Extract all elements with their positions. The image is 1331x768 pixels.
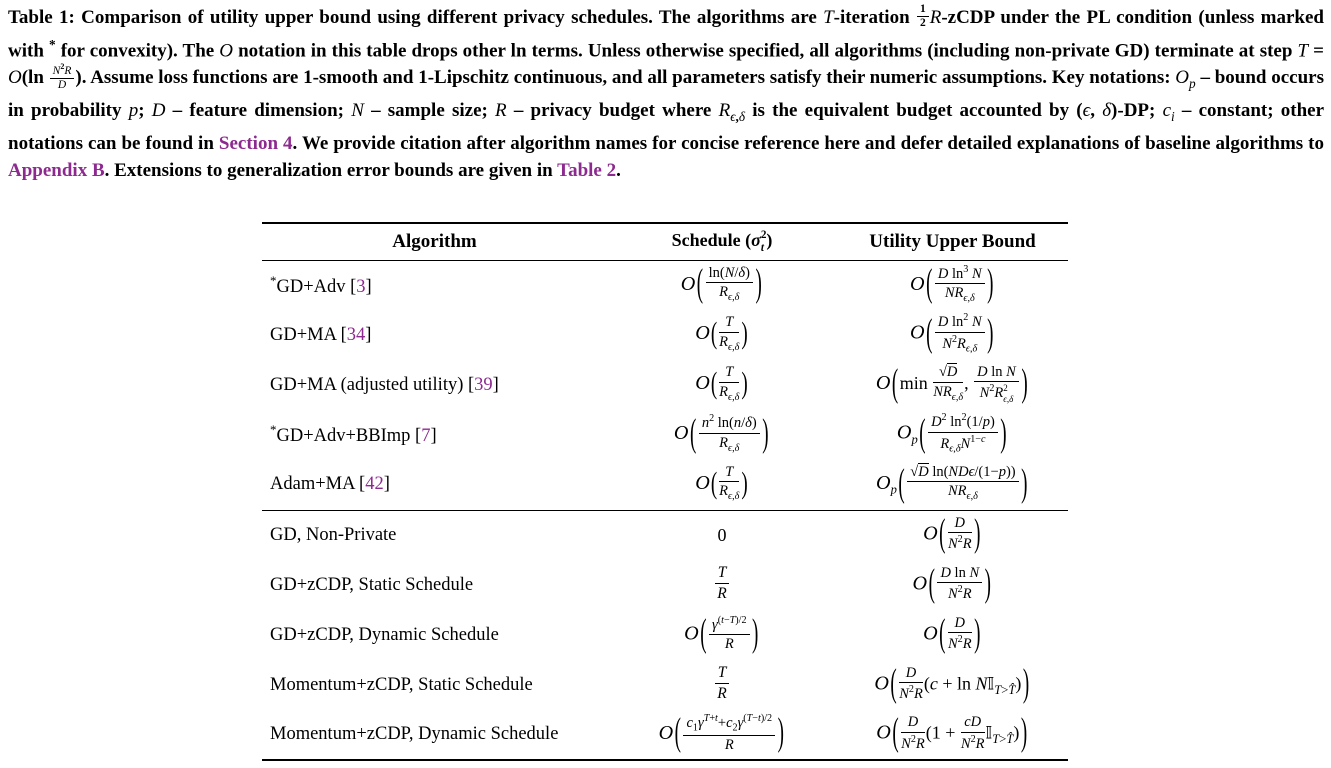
bound-formula: O(min √D NRϵ,δ, D ln N N2R 2 ϵ,δ) bbox=[875, 362, 1028, 406]
table-row: GD+MA (adjusted utility) [39] O(T Rϵ,δ) O(m… bbox=[262, 360, 1068, 410]
schedule-formula: 0 bbox=[717, 524, 727, 545]
citation-link[interactable]: 3 bbox=[356, 276, 366, 297]
algorithm-name: GD+MA [34] bbox=[270, 324, 372, 345]
table-body-baseline-algorithms: *GD+Adv [3] O(ln(N/δ) Rϵ,δ) O(D ln3 N NRϵ,δ)… bbox=[262, 260, 1068, 510]
bound-formula: O(D N2R (1 + cD N2R 𝕀T>T̂)) bbox=[876, 711, 1028, 755]
schedule-formula: O(c1γT+t+c2γ(T−t)/2 R) bbox=[658, 711, 784, 755]
algorithm-name: GD+MA (adjusted utility) [39] bbox=[270, 374, 499, 395]
algorithm-name: Adam+MA [42] bbox=[270, 474, 390, 495]
cross-reference-link[interactable]: Appendix B bbox=[8, 160, 105, 182]
table-row: *GD+Adv [3] O(ln(N/δ) Rϵ,δ) O(D ln3 N NRϵ,δ) bbox=[262, 260, 1068, 310]
table-body-zcdp-algorithms: GD, Non-Private 0 O(D N2R) GD+zCDP, Static S… bbox=[262, 510, 1068, 760]
table-row: Adam+MA [42] O(T Rϵ,δ) Op(√D ln(NDϵ/(1−p)) N… bbox=[262, 460, 1068, 510]
table-row: Momentum+zCDP, Dynamic Schedule O(c1γT+t+… bbox=[262, 710, 1068, 760]
col-header-utility-upper-bound: Utility Upper Bound bbox=[869, 230, 1036, 252]
bound-formula: O(D ln3 N NRϵ,δ) bbox=[910, 262, 994, 306]
algorithm-name: Momentum+zCDP, Dynamic Schedule bbox=[270, 724, 559, 744]
bound-formula: O(D N2R) bbox=[923, 612, 981, 656]
bound-formula: Op(D2 ln2(1/p) Rϵ,δN1−c) bbox=[896, 412, 1007, 456]
schedule-formula: O(T Rϵ,δ) bbox=[695, 364, 748, 403]
citation-link[interactable]: 7 bbox=[421, 426, 431, 447]
algorithm-name: *GD+Adv [3] bbox=[270, 272, 372, 297]
comparison-table: Algorithm Schedule (σ 2 t) Utility Upper B… bbox=[262, 222, 1068, 761]
algorithm-name: GD+zCDP, Static Schedule bbox=[270, 574, 474, 595]
table-row: *GD+Adv+BBImp [7] O(n2 ln(n/δ) Rϵ,δ) Op(D2 … bbox=[262, 410, 1068, 460]
col-header-schedule: Schedule (σ 2 t) bbox=[671, 228, 773, 254]
table-caption: Table 1: Comparison of utility upper bou… bbox=[8, 3, 1325, 182]
schedule-formula: O(T Rϵ,δ) bbox=[695, 464, 748, 503]
table-row: GD+zCDP, Static Schedule T R O(D ln N N2R) bbox=[262, 560, 1068, 610]
table-header-row: Algorithm Schedule (σ 2 t) Utility Upper B… bbox=[262, 223, 1068, 260]
algorithm-name: Momentum+zCDP, Static Schedule bbox=[270, 674, 533, 695]
table-row: Momentum+zCDP, Static Schedule T R O(D N2R (c… bbox=[262, 660, 1068, 710]
table-row: GD+MA [34] O(T Rϵ,δ) O(D ln2 N N2Rϵ,δ) bbox=[262, 310, 1068, 360]
algorithm-name: GD+zCDP, Dynamic Schedule bbox=[270, 624, 499, 645]
algorithm-name: GD, Non-Private bbox=[270, 524, 397, 545]
citation-link[interactable]: 42 bbox=[365, 474, 384, 495]
schedule-formula: O(T Rϵ,δ) bbox=[695, 314, 748, 353]
citation-link[interactable]: 34 bbox=[346, 324, 366, 345]
bound-formula: O(D N2R) bbox=[923, 512, 981, 556]
bound-formula: O(D ln2 N N2Rϵ,δ) bbox=[910, 312, 994, 356]
citation-link[interactable]: 39 bbox=[474, 374, 493, 395]
col-header-algorithm: Algorithm bbox=[392, 230, 477, 252]
schedule-formula: O(n2 ln(n/δ) Rϵ,δ) bbox=[673, 412, 769, 456]
table-row: GD, Non-Private 0 O(D N2R) bbox=[262, 510, 1068, 560]
bound-formula: Op(√D ln(NDϵ/(1−p)) NRϵ,δ) bbox=[876, 462, 1028, 506]
schedule-formula: O(ln(N/δ) Rϵ,δ) bbox=[680, 262, 762, 306]
bound-formula: O(D N2R (c + ln N𝕀T>T̂)) bbox=[874, 662, 1030, 706]
cross-reference-link[interactable]: Section 4 bbox=[218, 133, 293, 155]
table-row: GD+zCDP, Dynamic Schedule O(γ(t−T)/2 R) O(D… bbox=[262, 610, 1068, 660]
schedule-formula: O(γ(t−T)/2 R) bbox=[684, 612, 759, 656]
cross-reference-link[interactable]: Table 2 bbox=[557, 160, 617, 182]
algorithm-name: *GD+Adv+BBImp [7] bbox=[270, 422, 437, 447]
bound-formula: O(D ln N N2R) bbox=[912, 562, 991, 606]
